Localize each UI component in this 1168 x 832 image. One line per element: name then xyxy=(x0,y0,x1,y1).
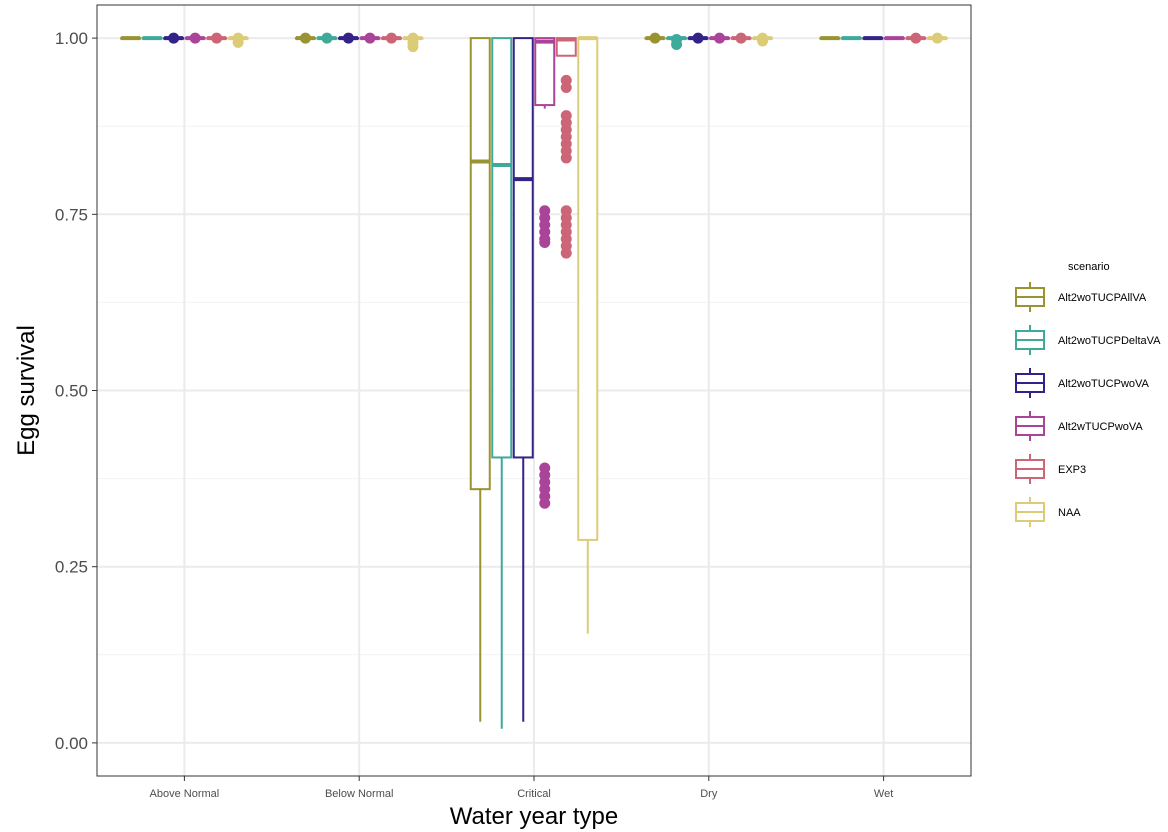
box-Alt2wTUCPwoVA-critical xyxy=(534,37,556,509)
legend-item: Alt2woTUCPwoVA xyxy=(1015,368,1150,398)
box-Alt2woTUCPDeltaVA-dry xyxy=(666,34,688,50)
outlier-point xyxy=(385,32,397,44)
legend: scenario Alt2woTUCPAllVA Alt2woTUCPDeltaV… xyxy=(1015,261,1161,527)
box-NAA-critical xyxy=(577,36,599,634)
outlier-point xyxy=(649,32,661,44)
box-NAA-dry xyxy=(752,32,774,47)
box-Alt2wTUCPwoVA-above-normal xyxy=(184,32,206,44)
box-Alt2woTUCPAllVA-above-normal xyxy=(120,36,142,41)
legend-label: Alt2woTUCPwoVA xyxy=(1058,378,1150,390)
box-NAA-above-normal xyxy=(227,32,249,48)
outlier-point xyxy=(714,32,726,44)
box-Alt2woTUCPDeltaVA-critical xyxy=(491,37,513,729)
y-tick-label: 1.00 xyxy=(55,29,88,48)
y-tick-label: 0.25 xyxy=(55,558,88,577)
legend-label: Alt2woTUCPAllVA xyxy=(1058,292,1147,304)
box-iqr xyxy=(469,37,491,491)
box-Alt2woTUCPAllVA-wet xyxy=(819,36,841,41)
outlier-point xyxy=(560,81,572,93)
x-axis-title: Water year type xyxy=(450,803,619,830)
box-Alt2woTUCPwoVA-critical xyxy=(512,37,534,722)
outlier-point xyxy=(735,32,747,44)
box-iqr xyxy=(534,37,556,107)
outlier-point xyxy=(757,35,769,47)
x-tick-label: Above Normal xyxy=(150,788,220,800)
box-Alt2woTUCPwoVA-above-normal xyxy=(163,32,185,44)
box-Alt2woTUCPAllVA-critical xyxy=(469,37,491,722)
box-EXP3-wet xyxy=(905,32,927,44)
x-tick-label: Critical xyxy=(517,788,551,800)
outlier-point xyxy=(560,152,572,164)
legend-label: NAA xyxy=(1058,507,1081,519)
legend-item: Alt2woTUCPAllVA xyxy=(1015,282,1147,312)
x-axis: Above Normal Below Normal Critical Dry Wet xyxy=(150,776,893,800)
legend-item: NAA xyxy=(1015,497,1081,527)
box-iqr xyxy=(577,37,599,541)
box-Alt2woTUCPwoVA-wet xyxy=(862,36,884,41)
y-axis-title: Egg survival xyxy=(13,325,40,456)
outlier-point xyxy=(539,237,551,249)
legend-item: EXP3 xyxy=(1015,454,1086,484)
legend-label: Alt2wTUCPwoVA xyxy=(1058,421,1143,433)
outlier-point xyxy=(299,32,311,44)
outlier-point xyxy=(671,38,683,50)
box-iqr xyxy=(512,37,534,459)
y-axis: 0.00 0.25 0.50 0.75 1.00 xyxy=(55,29,97,753)
box-Alt2woTUCPAllVA-below-normal xyxy=(294,32,316,44)
legend-items: Alt2woTUCPAllVA Alt2woTUCPDeltaVA Alt2woTU… xyxy=(1015,282,1161,527)
box-Alt2woTUCPDeltaVA-above-normal xyxy=(141,36,163,41)
box-EXP3-below-normal xyxy=(380,32,402,44)
outlier-point xyxy=(232,36,244,48)
box-EXP3-critical xyxy=(555,37,577,259)
box-iqr xyxy=(491,37,513,459)
legend-title: scenario xyxy=(1068,261,1110,273)
outlier-point xyxy=(560,247,572,259)
outlier-point xyxy=(539,497,551,509)
box-NAA-wet xyxy=(926,32,948,44)
outlier-point xyxy=(211,32,223,44)
legend-item: Alt2wTUCPwoVA xyxy=(1015,411,1143,441)
y-tick-label: 0.00 xyxy=(55,734,88,753)
y-tick-label: 0.75 xyxy=(55,205,88,224)
outlier-point xyxy=(342,32,354,44)
box-NAA-below-normal xyxy=(402,32,424,53)
outlier-point xyxy=(321,32,333,44)
outlier-point xyxy=(407,41,419,53)
box-Alt2woTUCPDeltaVA-below-normal xyxy=(316,32,338,44)
legend-label: EXP3 xyxy=(1058,464,1086,476)
box-Alt2wTUCPwoVA-wet xyxy=(883,36,905,41)
outlier-point xyxy=(931,32,943,44)
outlier-point xyxy=(910,32,922,44)
box-EXP3-above-normal xyxy=(206,32,228,44)
outlier-point xyxy=(168,32,180,44)
box-Alt2woTUCPDeltaVA-wet xyxy=(840,36,862,41)
outlier-point xyxy=(364,32,376,44)
plot-panel xyxy=(96,4,972,777)
x-tick-label: Below Normal xyxy=(325,788,393,800)
box-Alt2woTUCPwoVA-below-normal xyxy=(337,32,359,44)
x-tick-label: Dry xyxy=(700,788,718,800)
box-Alt2woTUCPAllVA-dry xyxy=(644,32,666,44)
chart-marks xyxy=(120,32,948,729)
box-Alt2woTUCPwoVA-dry xyxy=(687,32,709,44)
outlier-point xyxy=(189,32,201,44)
legend-label: Alt2woTUCPDeltaVA xyxy=(1058,335,1161,347)
box-Alt2wTUCPwoVA-below-normal xyxy=(359,32,381,44)
outlier-point xyxy=(692,32,704,44)
legend-item: Alt2woTUCPDeltaVA xyxy=(1015,325,1161,355)
x-tick-label: Wet xyxy=(874,788,893,800)
box-Alt2wTUCPwoVA-dry xyxy=(709,32,731,44)
box-EXP3-dry xyxy=(730,32,752,44)
y-tick-label: 0.50 xyxy=(55,382,88,401)
